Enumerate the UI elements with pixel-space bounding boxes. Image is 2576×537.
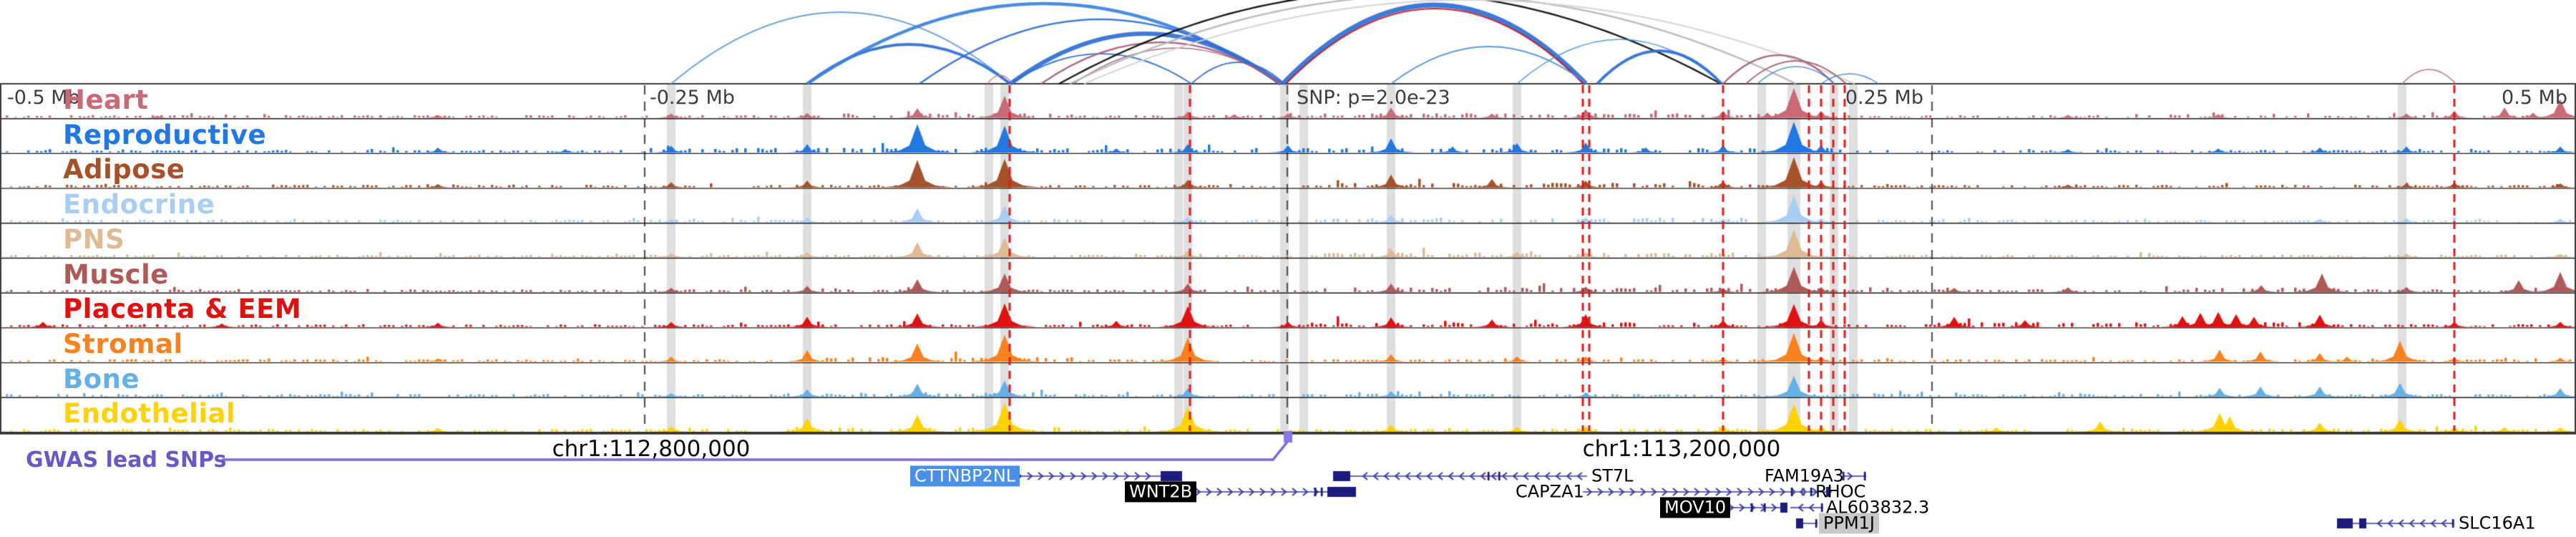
- gene-label-wnt2b: WNT2B: [1125, 481, 1197, 503]
- gwas-lead-snps-label: GWAS lead SNPs: [26, 448, 227, 473]
- coordinate-label-right: chr1:113,200,000: [1582, 436, 1781, 462]
- track-label-placenta-eem: Placenta & EEM: [63, 294, 302, 325]
- gene-label-fam19a3: FAM19A3: [1765, 465, 1844, 486]
- gene-label-st7l: ST7L: [1591, 465, 1634, 486]
- track-label-stromal: Stromal: [63, 328, 183, 359]
- axis-label-minus-0-25mb: -0.25 Mb: [650, 87, 735, 109]
- gene-label-slc16a1: SLC16A1: [2459, 513, 2536, 533]
- track-label-endothelial: Endothelial: [63, 398, 236, 430]
- gene-label-mov10: MOV10: [1660, 497, 1731, 518]
- track-label-endocrine: Endocrine: [63, 189, 215, 221]
- coordinate-label-left: chr1:112,800,000: [552, 436, 751, 462]
- track-label-muscle: Muscle: [63, 258, 169, 290]
- snp-pvalue-label: SNP: p=2.0e-23: [1297, 87, 1450, 109]
- track-label-heart: Heart: [63, 84, 149, 115]
- track-label-bone: Bone: [63, 363, 140, 395]
- axis-label-0-25mb: 0.25 Mb: [1845, 87, 1923, 109]
- gene-label-ppm1j: PPM1J: [1819, 513, 1879, 534]
- gene-label-capza1: CAPZA1: [1516, 481, 1584, 502]
- track-label-pns: PNS: [63, 223, 125, 255]
- track-label-reproductive: Reproductive: [63, 119, 267, 150]
- axis-label-0-5mb: 0.5 Mb: [2502, 87, 2567, 109]
- axis-label-minus-0-5mb: -0.5 Mb: [7, 87, 80, 109]
- track-label-adipose: Adipose: [63, 154, 185, 185]
- gene-label-rhoc: RHOC: [1815, 481, 1866, 502]
- gene-label-cttnbp2nl: CTTNBP2NL: [910, 465, 1020, 487]
